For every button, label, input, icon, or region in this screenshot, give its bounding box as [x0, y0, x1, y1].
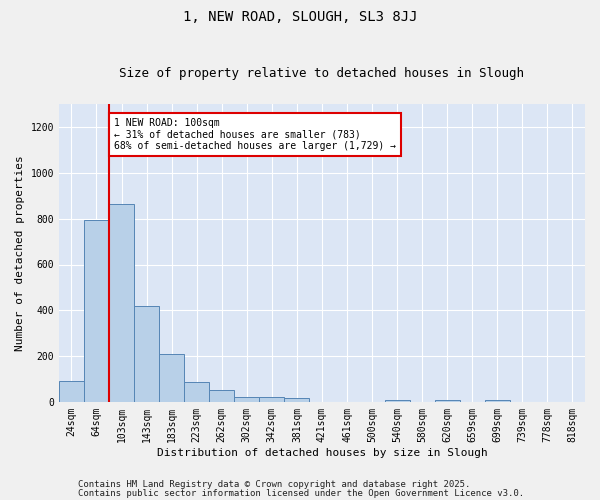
Bar [434, 400, 460, 402]
Bar [159, 354, 184, 402]
Bar [259, 397, 284, 402]
Bar [59, 381, 84, 402]
Bar [485, 400, 510, 402]
Text: 1 NEW ROAD: 100sqm
← 31% of detached houses are smaller (783)
68% of semi-detach: 1 NEW ROAD: 100sqm ← 31% of detached hou… [114, 118, 396, 151]
Bar [84, 220, 109, 402]
Bar [209, 390, 234, 402]
Y-axis label: Number of detached properties: Number of detached properties [15, 155, 25, 351]
Bar [184, 382, 209, 402]
Title: Size of property relative to detached houses in Slough: Size of property relative to detached ho… [119, 66, 524, 80]
Text: 1, NEW ROAD, SLOUGH, SL3 8JJ: 1, NEW ROAD, SLOUGH, SL3 8JJ [183, 10, 417, 24]
Bar [385, 400, 410, 402]
X-axis label: Distribution of detached houses by size in Slough: Distribution of detached houses by size … [157, 448, 487, 458]
Text: Contains public sector information licensed under the Open Government Licence v3: Contains public sector information licen… [78, 488, 524, 498]
Text: Contains HM Land Registry data © Crown copyright and database right 2025.: Contains HM Land Registry data © Crown c… [78, 480, 470, 489]
Bar [284, 398, 310, 402]
Bar [134, 306, 159, 402]
Bar [234, 397, 259, 402]
Bar [109, 204, 134, 402]
